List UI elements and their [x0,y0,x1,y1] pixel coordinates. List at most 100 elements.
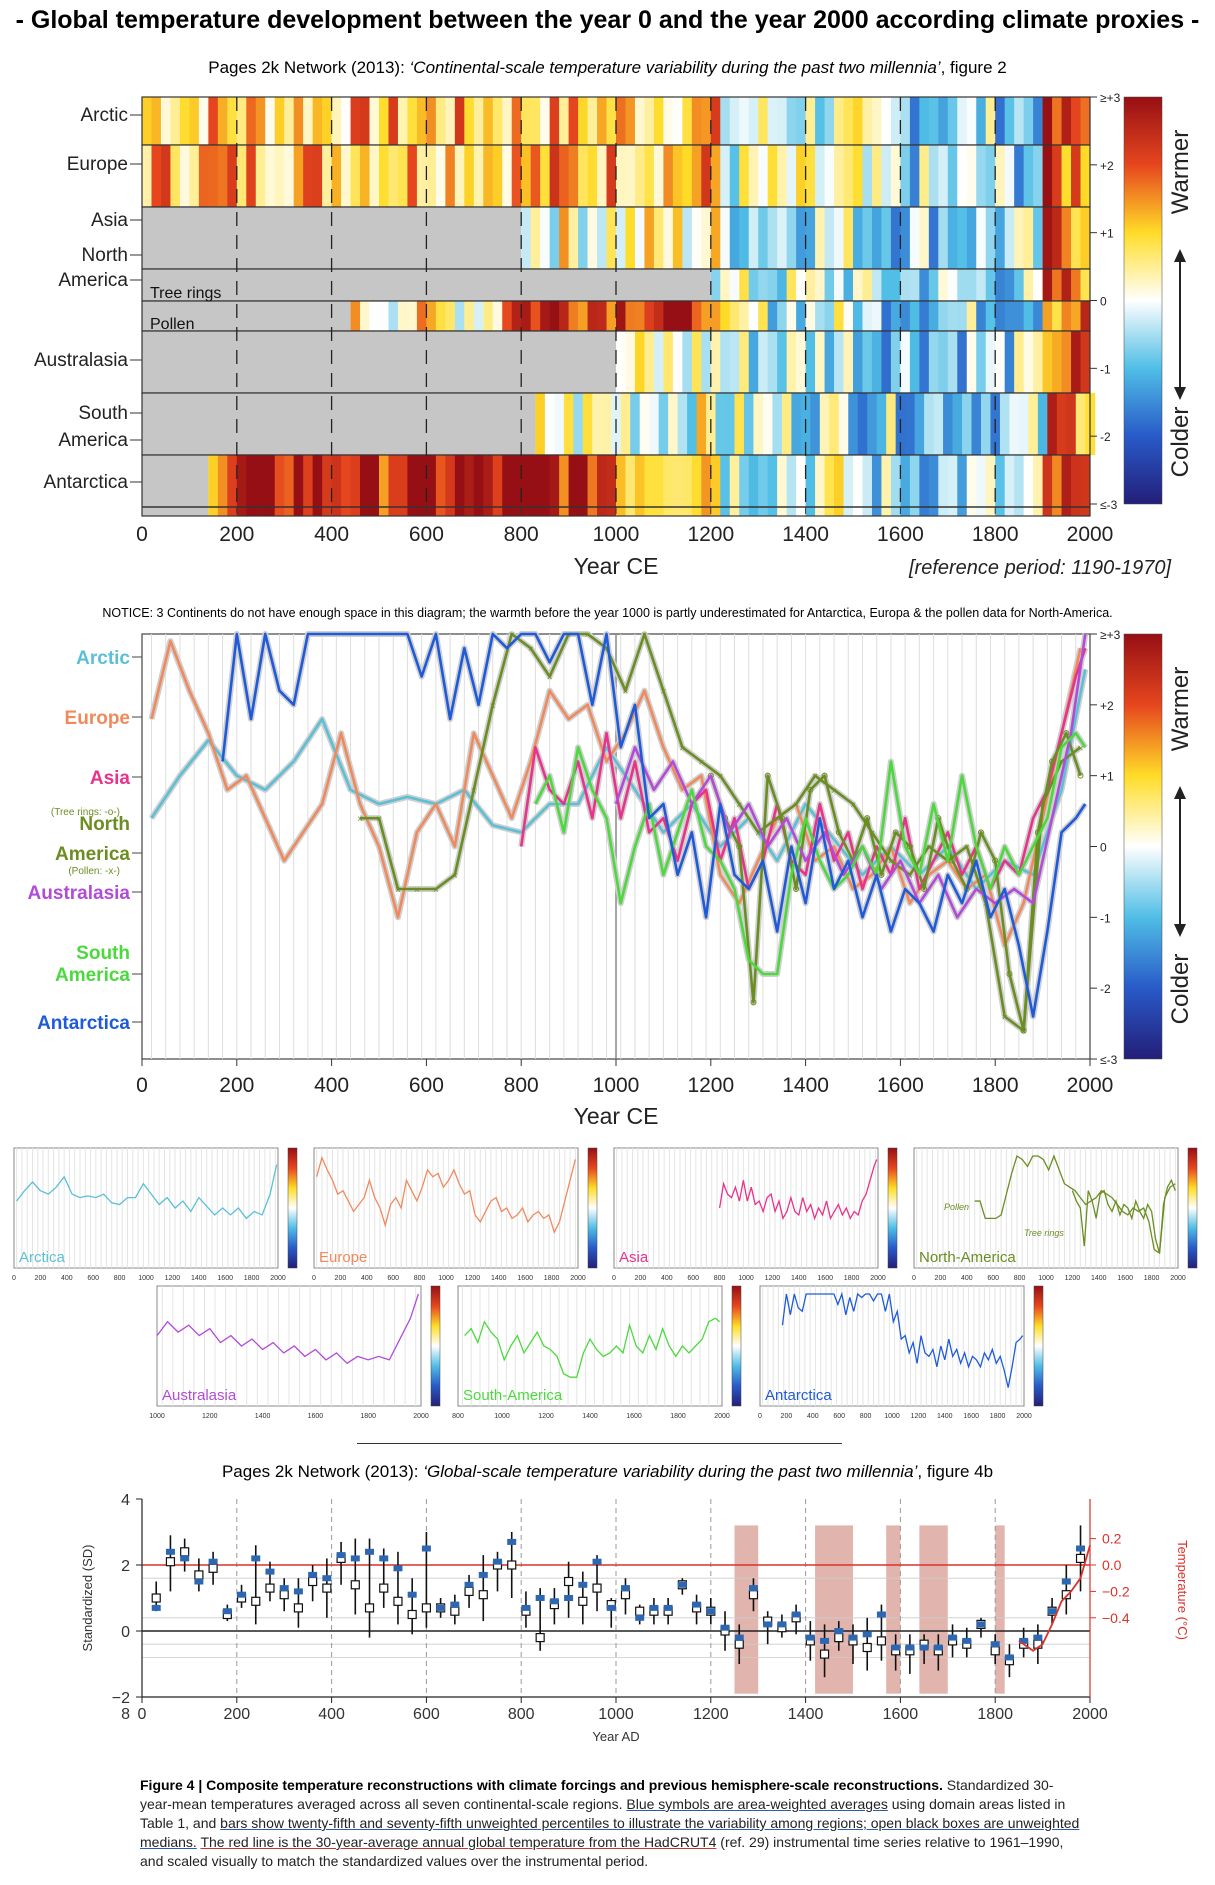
heatmap-cell [871,331,882,393]
small-cbar-8 [1033,1285,1044,1407]
heatmap-cell [947,207,958,269]
heatmap-cell [758,207,769,269]
heatmap-cell [578,145,589,207]
heatmap-cell [341,455,352,516]
heatmap-cell [464,97,475,145]
line-legend-label: Asia [90,768,131,789]
line-x-tick-label: 1000 [593,1074,640,1097]
line-marker-tree [1049,758,1056,765]
fig4-x-tick-label: 0 [138,1706,147,1723]
fig4-area-weighted-marker [606,1604,616,1611]
small-chart-frame [613,1147,879,1269]
heatmap-cell [208,145,219,207]
heatmap-cell [947,455,958,516]
heatmap-cell [985,331,996,393]
heatmap-cell [616,207,626,269]
heatmap-cell [587,97,598,145]
heatmap-cell [957,207,968,269]
small-chart-europe: Europe 0 200 400 600 800 1000 1200 1400 1600 1800 2… [312,1147,598,1282]
line-y-tick-label: 0 [1100,841,1107,855]
heatmap-cell [734,393,745,455]
heatmap-cell [672,145,683,207]
heatmap-cell [1023,301,1034,331]
heatmap-cell [881,331,892,393]
heatmap-cell [397,455,408,516]
heatmap-cell [729,269,740,301]
heatmap-cell [815,455,826,516]
heatmap-cell [1071,145,1082,207]
fig4-median-box [819,1649,830,1659]
heatmap-cell [682,455,693,516]
heatmap-cell [379,97,389,145]
figure4-caption-bold: Figure 4 | Composite temperature reconst… [140,1777,943,1793]
heatmap-cell [743,393,754,455]
heatmap-cbar-tick-label: -1 [1100,362,1111,376]
heatmap-cell [796,145,807,207]
heatmap-cell [483,455,494,516]
heatmap-cell [805,145,816,207]
heatmap-cell [905,393,916,455]
heatmap-cell [587,207,598,269]
heatmap-cell [663,97,674,145]
heatmap-cell [777,269,788,301]
heatmap-cell [634,207,645,269]
small-chart-x-tick: 1000 [149,1413,165,1420]
small-chart-x-tick: 1000 [138,1275,154,1282]
heatmap-cell [568,301,579,331]
heatmap-cell [691,455,702,516]
heatmap-cell [701,331,712,393]
heatmap-cell [881,455,892,516]
heatmap-cell [748,97,759,145]
heatmap-cell [454,97,465,145]
heatmap-cell [1080,145,1091,207]
line-y-tick-label: ≤-3 [1100,1053,1118,1067]
heatmap-cell [853,145,863,207]
heatmap-cell [995,455,1006,516]
fig4-area-weighted-marker [620,1585,630,1592]
heatmap-cell [938,207,949,269]
fig4-y-tick-label: −2 [112,1690,130,1707]
fig4-area-weighted-marker [763,1621,773,1628]
heatmap-cell [720,97,731,145]
small-chart-x-tick: 0 [912,1275,916,1282]
heatmap-cell [606,455,617,516]
heatmap-cell [890,331,901,393]
heatmap-chart: Arctic Europe Asia North America Australasia S… [34,91,1194,579]
heatmap-cell [871,301,882,331]
heatmap-cell [834,301,845,331]
heatmap-cell [511,145,522,207]
heatmap-cell [464,145,475,207]
line-marker-pollen: × [1021,1027,1027,1038]
heatmap-cell [980,393,991,455]
heatmap-cell [198,97,209,145]
heatmap-cell [464,301,475,331]
heatmap-cell [777,455,788,516]
heatmap-cell [767,145,778,207]
main-title: - Global temperature development between… [15,6,1200,34]
fig4-y2-tick-label: 0.2 [1102,1531,1122,1547]
heatmap-cell [397,97,408,145]
fig4-area-weighted-marker [976,1621,986,1628]
heatmap-cell [928,145,939,207]
fig4-median-box [862,1642,872,1653]
heatmap-cell [634,301,645,331]
line-marker-pollen: × [357,814,363,825]
fig4-area-weighted-marker [549,1598,559,1605]
line-marker-pollen: × [1002,1013,1008,1024]
fig4-area-weighted-marker [450,1601,460,1608]
heatmap-cell [407,97,418,145]
heatmap-cell [653,145,664,207]
heatmap-cell [710,269,721,301]
heatmap-cell [748,207,759,269]
heatmap-cbar-tick-label: 0 [1100,295,1107,309]
fig4-x-tick-label: 400 [318,1706,345,1723]
heatmap-cell [293,145,304,207]
small-chart-australasia: Australasia 1000 1200 1400 1600 1800 2000 [149,1285,441,1420]
small-chart-line [16,1164,278,1220]
small-chart-south-america: South-America 800 1000 1200 1400 1600 1800 2000 [452,1285,742,1420]
fig4-area-weighted-marker [336,1552,346,1559]
fig4-area-weighted-marker [521,1604,531,1611]
heatmap-cell [160,97,171,145]
heatmap-cell [777,301,788,331]
heatmap-cell [834,331,845,393]
